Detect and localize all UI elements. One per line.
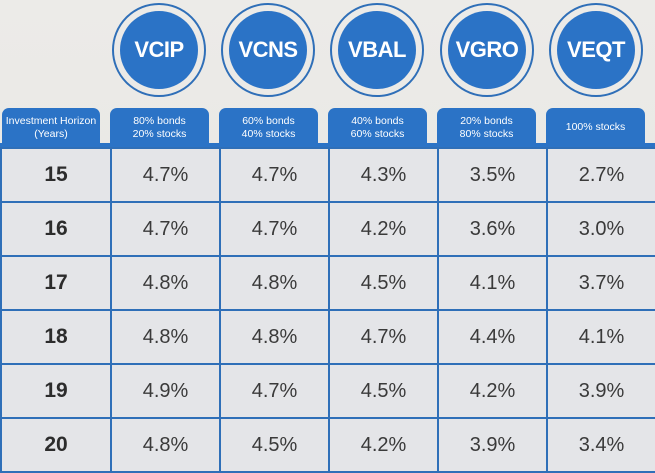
ticker-label: VEQT [557,11,635,89]
horizon-year-cell: 15 [0,147,112,203]
ticker-circle-vcip: VCIP [112,3,206,97]
allocation-header-vcip: 80% bonds 20% stocks [110,108,209,145]
ticker-circle-vgro: VGRO [440,3,534,97]
return-value-cell: 4.7% [219,147,330,203]
header-label: 80% stocks [459,127,514,140]
horizon-year-cell: 20 [0,417,112,473]
header-label: 100% stocks [565,121,626,133]
header-label: (Years) [34,127,68,140]
table-row: 19 4.9% 4.7% 4.5% 4.2% 3.9% [0,363,655,419]
return-value-cell: 3.9% [546,363,655,419]
return-value-cell: 3.5% [437,147,548,203]
return-value-cell: 4.7% [328,309,439,365]
ticker-circle-vbal: VBAL [330,3,424,97]
return-value-cell: 4.9% [110,363,221,419]
return-value-cell: 4.2% [437,363,548,419]
return-value-cell: 4.2% [328,201,439,257]
return-value-cell: 4.3% [328,147,439,203]
return-value-cell: 4.7% [219,201,330,257]
return-value-cell: 4.8% [219,309,330,365]
fund-ticker-circles: VCIP VCNS VBAL VGRO VEQT [0,0,655,105]
table-row: 18 4.8% 4.8% 4.7% 4.4% 4.1% [0,309,655,365]
ticker-circle-vcns: VCNS [221,3,315,97]
return-value-cell: 4.7% [110,201,221,257]
header-label: 60% stocks [350,127,405,140]
return-value-cell: 4.1% [546,309,655,365]
ticker-label: VCIP [120,11,198,89]
horizon-year-cell: 18 [0,309,112,365]
return-value-cell: 3.9% [437,417,548,473]
table-row: 20 4.8% 4.5% 4.2% 3.9% 3.4% [0,417,655,473]
return-value-cell: 4.8% [219,255,330,311]
return-value-cell: 4.4% [437,309,548,365]
return-value-cell: 4.8% [110,309,221,365]
return-value-cell: 3.0% [546,201,655,257]
header-label: 20% bonds [460,114,513,127]
header-label: 20% stocks [132,127,187,140]
column-header-tabs: Investment Horizon (Years) 80% bonds 20% s… [0,108,655,145]
return-value-cell: 4.1% [437,255,548,311]
allocation-header-vcns: 60% bonds 40% stocks [219,108,318,145]
ticker-circle-veqt: VEQT [549,3,643,97]
horizon-year-cell: 16 [0,201,112,257]
return-value-cell: 4.8% [110,255,221,311]
horizon-header: Investment Horizon (Years) [2,108,100,145]
return-value-cell: 3.4% [546,417,655,473]
ticker-label: VCNS [229,11,307,89]
returns-table: 15 4.7% 4.7% 4.3% 3.5% 2.7% 16 4.7% 4.7% 4.2% 3.6%… [0,143,655,473]
table-row: 16 4.7% 4.7% 4.2% 3.6% 3.0% [0,201,655,257]
return-value-cell: 4.7% [219,363,330,419]
header-label: Investment Horizon [5,114,97,127]
return-value-cell: 4.8% [110,417,221,473]
header-label: 80% bonds [133,114,186,127]
return-value-cell: 3.6% [437,201,548,257]
return-value-cell: 2.7% [546,147,655,203]
return-value-cell: 4.5% [328,363,439,419]
ticker-label: VBAL [338,11,416,89]
allocation-header-vgro: 20% bonds 80% stocks [437,108,536,145]
header-label: 40% stocks [241,127,296,140]
allocation-header-veqt: 100% stocks [546,108,645,145]
return-value-cell: 4.5% [328,255,439,311]
table-row: 15 4.7% 4.7% 4.3% 3.5% 2.7% [0,147,655,203]
header-label: 40% bonds [351,114,404,127]
return-value-cell: 3.7% [546,255,655,311]
horizon-year-cell: 17 [0,255,112,311]
return-value-cell: 4.7% [110,147,221,203]
ticker-label: VGRO [448,11,526,89]
horizon-year-cell: 19 [0,363,112,419]
table-row: 17 4.8% 4.8% 4.5% 4.1% 3.7% [0,255,655,311]
header-label: 60% bonds [242,114,295,127]
return-value-cell: 4.2% [328,417,439,473]
allocation-header-vbal: 40% bonds 60% stocks [328,108,427,145]
return-value-cell: 4.5% [219,417,330,473]
